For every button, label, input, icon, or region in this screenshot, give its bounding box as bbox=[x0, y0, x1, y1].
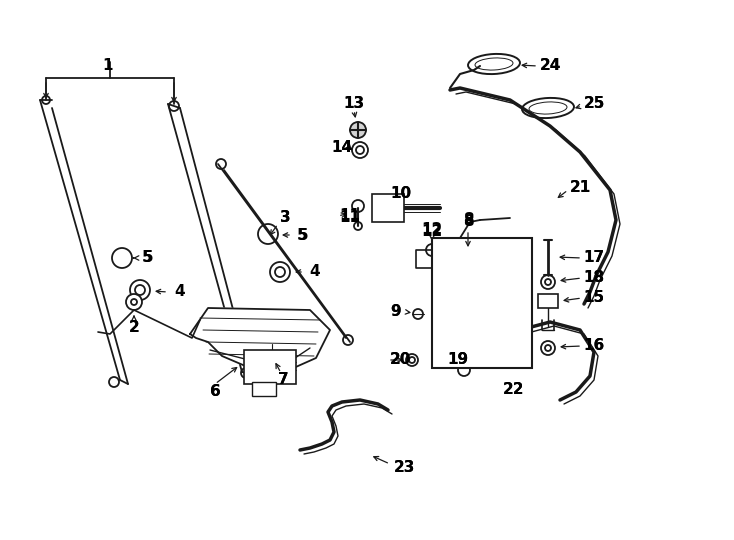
Circle shape bbox=[545, 279, 551, 285]
Circle shape bbox=[379, 199, 397, 217]
Circle shape bbox=[343, 335, 353, 345]
Text: 7: 7 bbox=[277, 373, 288, 388]
Circle shape bbox=[263, 353, 277, 367]
Bar bbox=[372, 194, 404, 222]
Text: 2: 2 bbox=[128, 321, 139, 335]
Text: 14: 14 bbox=[332, 140, 352, 156]
Text: 5: 5 bbox=[142, 251, 153, 266]
Circle shape bbox=[426, 244, 438, 256]
Text: 17: 17 bbox=[584, 251, 605, 266]
Ellipse shape bbox=[522, 98, 574, 118]
Text: 23: 23 bbox=[393, 461, 415, 476]
Text: 7: 7 bbox=[277, 373, 288, 388]
Text: 2: 2 bbox=[128, 321, 139, 335]
Circle shape bbox=[130, 280, 150, 300]
Text: 1: 1 bbox=[103, 58, 113, 73]
Circle shape bbox=[352, 142, 368, 158]
Text: 10: 10 bbox=[390, 186, 412, 201]
Circle shape bbox=[409, 357, 415, 363]
Circle shape bbox=[406, 354, 418, 366]
Text: 8: 8 bbox=[462, 213, 473, 227]
Circle shape bbox=[462, 238, 474, 250]
Circle shape bbox=[451, 347, 461, 357]
Text: 11: 11 bbox=[340, 210, 360, 225]
Text: 5: 5 bbox=[298, 228, 308, 244]
Circle shape bbox=[352, 200, 364, 212]
Text: 13: 13 bbox=[344, 96, 365, 111]
Circle shape bbox=[135, 285, 145, 295]
Text: 18: 18 bbox=[584, 271, 605, 286]
Circle shape bbox=[270, 262, 290, 282]
Circle shape bbox=[131, 299, 137, 305]
Circle shape bbox=[354, 222, 362, 230]
Text: 25: 25 bbox=[584, 97, 605, 111]
Text: 22: 22 bbox=[504, 382, 525, 397]
Text: 14: 14 bbox=[332, 140, 352, 156]
Bar bbox=[244, 350, 296, 384]
Text: 21: 21 bbox=[570, 180, 591, 195]
Text: 10: 10 bbox=[390, 186, 412, 201]
Ellipse shape bbox=[468, 54, 520, 74]
Polygon shape bbox=[190, 308, 330, 374]
Text: 23: 23 bbox=[393, 461, 415, 476]
Text: 24: 24 bbox=[539, 58, 561, 73]
Text: 12: 12 bbox=[421, 225, 443, 240]
Text: 8: 8 bbox=[462, 214, 473, 230]
Text: 17: 17 bbox=[584, 251, 605, 266]
Text: 20: 20 bbox=[389, 353, 411, 368]
Text: 12: 12 bbox=[421, 222, 443, 238]
Circle shape bbox=[241, 368, 251, 378]
Circle shape bbox=[109, 377, 119, 387]
Text: 4: 4 bbox=[175, 285, 185, 300]
Text: 5: 5 bbox=[297, 228, 308, 244]
Text: 19: 19 bbox=[448, 353, 468, 368]
Circle shape bbox=[267, 357, 273, 363]
Text: 11: 11 bbox=[340, 208, 360, 224]
Text: 25: 25 bbox=[584, 97, 605, 111]
Text: 19: 19 bbox=[448, 353, 468, 368]
Circle shape bbox=[112, 248, 132, 268]
Text: 24: 24 bbox=[539, 58, 561, 73]
Circle shape bbox=[350, 122, 366, 138]
Circle shape bbox=[541, 341, 555, 355]
Text: 15: 15 bbox=[584, 291, 605, 306]
Text: 4: 4 bbox=[310, 265, 320, 280]
Text: 20: 20 bbox=[389, 353, 411, 368]
Circle shape bbox=[545, 345, 551, 351]
Text: 6: 6 bbox=[210, 384, 220, 400]
Circle shape bbox=[266, 344, 278, 356]
Circle shape bbox=[541, 275, 555, 289]
Text: 13: 13 bbox=[344, 96, 365, 111]
Circle shape bbox=[42, 96, 50, 104]
Circle shape bbox=[465, 241, 471, 247]
Text: 3: 3 bbox=[280, 211, 291, 226]
Circle shape bbox=[258, 224, 278, 244]
Text: 18: 18 bbox=[584, 271, 605, 286]
Text: 9: 9 bbox=[390, 305, 401, 320]
Text: 5: 5 bbox=[142, 251, 153, 266]
Text: 15: 15 bbox=[584, 291, 605, 306]
Circle shape bbox=[413, 309, 423, 319]
Circle shape bbox=[458, 364, 470, 376]
Circle shape bbox=[216, 159, 226, 169]
Bar bbox=[432, 238, 532, 368]
Bar bbox=[252, 382, 276, 396]
Text: 22: 22 bbox=[504, 382, 525, 397]
Text: 16: 16 bbox=[584, 339, 605, 354]
Text: 6: 6 bbox=[210, 384, 220, 400]
Text: 16: 16 bbox=[584, 339, 605, 354]
Bar bbox=[538, 294, 558, 308]
Circle shape bbox=[356, 146, 364, 154]
Text: 21: 21 bbox=[570, 180, 591, 195]
Circle shape bbox=[169, 101, 179, 111]
Circle shape bbox=[126, 294, 142, 310]
Text: 9: 9 bbox=[390, 305, 401, 320]
Text: 3: 3 bbox=[280, 211, 291, 226]
Circle shape bbox=[275, 267, 285, 277]
